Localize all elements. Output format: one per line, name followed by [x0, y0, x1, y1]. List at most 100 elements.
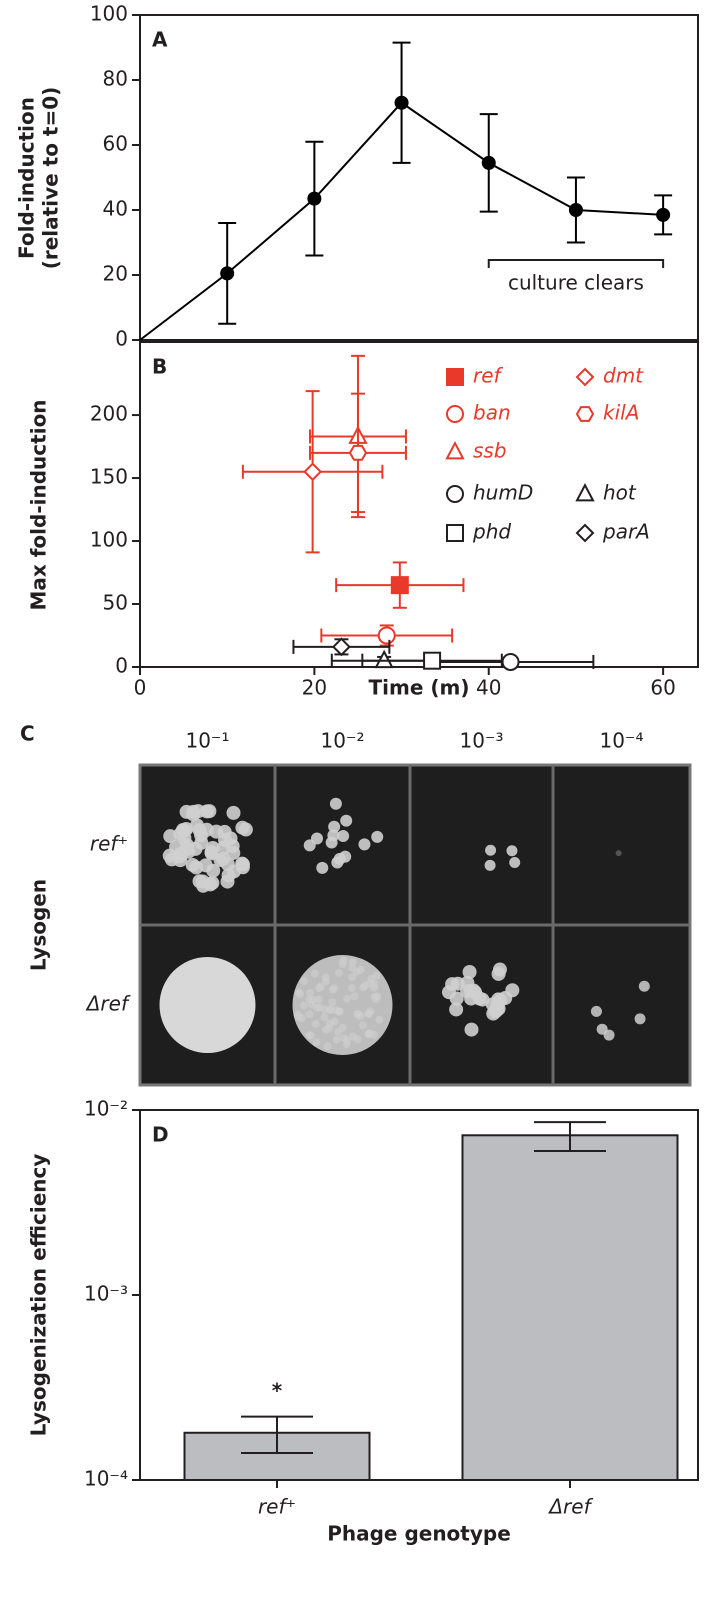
data-point: [481, 155, 496, 170]
colony: [205, 840, 220, 855]
colony: [320, 1013, 329, 1022]
colony: [334, 968, 343, 977]
colony: [348, 973, 357, 982]
colony: [299, 1001, 308, 1010]
colony: [226, 864, 241, 879]
colony: [590, 1005, 602, 1017]
colony: [353, 1010, 362, 1019]
data-point: [303, 462, 323, 482]
data-point: [348, 444, 368, 461]
colony: [375, 1015, 384, 1024]
colony: [325, 836, 338, 849]
colony: [179, 804, 194, 819]
colony: [332, 1006, 341, 1015]
x-tick-label: 20: [302, 676, 327, 700]
colony: [311, 1019, 320, 1028]
colony: [505, 983, 520, 998]
colony: [489, 1003, 504, 1018]
colony: [306, 1031, 315, 1040]
colony: [464, 1022, 479, 1037]
legend-label: humD: [473, 481, 533, 505]
data-point: [501, 652, 520, 671]
colony: [163, 829, 178, 844]
y-tick-label: 50: [103, 591, 128, 615]
colony: [189, 860, 204, 875]
data-point: [423, 651, 442, 670]
y-axis-label: Lysogenization efficiency: [27, 1154, 51, 1437]
colony: [358, 1021, 367, 1030]
colony: [373, 992, 382, 1001]
row-label: ref⁺: [90, 832, 128, 856]
colony: [305, 1010, 314, 1019]
column-label: 10⁻⁴: [599, 729, 643, 753]
colony: [325, 1024, 334, 1033]
y-tick-label: 200: [90, 402, 128, 426]
x-axis-label: Phage genotype: [327, 1522, 511, 1546]
colony: [206, 863, 221, 878]
data-point: [374, 649, 394, 669]
legend-label: parA: [602, 520, 650, 544]
y-axis-label: Max fold-induction: [27, 399, 51, 610]
y-tick-label: 150: [90, 465, 128, 489]
bracket: [487, 259, 665, 268]
data-point: [220, 266, 235, 281]
colony: [350, 992, 359, 1001]
y-tick-label: 60: [103, 132, 128, 156]
y-tick-label: 0: [115, 327, 128, 351]
y-tick-label: 10⁻⁴: [84, 1467, 128, 1491]
legend-marker: [575, 523, 595, 543]
colony: [441, 985, 456, 1000]
colony: [338, 1023, 347, 1032]
colony: [226, 805, 241, 820]
colony: [491, 966, 506, 981]
x-axis-label: Time (m): [369, 676, 470, 700]
colony: [506, 845, 518, 857]
colony: [463, 983, 478, 998]
y-tick-label: 10⁻³: [84, 1282, 128, 1306]
column-label: 10⁻²: [320, 729, 364, 753]
panel-letter: C: [20, 722, 35, 746]
legend-marker: [446, 485, 464, 503]
y-tick-label: 100: [90, 2, 128, 26]
colony: [596, 1023, 608, 1035]
y-axis-label: Lysogen: [27, 879, 51, 971]
error-bar: [534, 1121, 606, 1153]
colony: [306, 988, 315, 997]
data-point: [307, 191, 322, 206]
colony: [235, 820, 250, 835]
colony: [330, 984, 339, 993]
colony: [316, 982, 325, 991]
colony: [213, 852, 228, 867]
colony: [175, 822, 190, 837]
data-point: [568, 203, 583, 217]
panel-letter: B: [152, 355, 167, 379]
colony: [305, 995, 314, 1004]
y-tick-label: 10⁻²: [84, 1097, 128, 1121]
legend-marker: [446, 368, 464, 386]
colony: [316, 861, 329, 874]
colony: [310, 969, 319, 978]
colony: [303, 839, 316, 852]
colony: [340, 814, 353, 827]
colony: [359, 983, 368, 992]
plot-frame: [139, 14, 699, 341]
colony: [328, 998, 337, 1007]
annotation: culture clears: [508, 271, 644, 295]
colony: [364, 1029, 373, 1038]
legend-label: phd: [472, 520, 511, 544]
colony: [372, 971, 381, 980]
legend-marker: [575, 367, 595, 387]
data-point: [656, 207, 671, 222]
colony: [297, 1014, 306, 1023]
colony: [337, 830, 350, 843]
legend-marker: [446, 524, 464, 542]
colony: [205, 875, 220, 890]
colony: [370, 983, 379, 992]
legend-marker: [575, 406, 595, 422]
bracket-line: [487, 259, 665, 268]
y-tick-label: 100: [90, 528, 128, 552]
colony: [162, 848, 177, 863]
colony: [339, 956, 348, 965]
colony: [300, 977, 309, 986]
colony: [485, 844, 497, 856]
